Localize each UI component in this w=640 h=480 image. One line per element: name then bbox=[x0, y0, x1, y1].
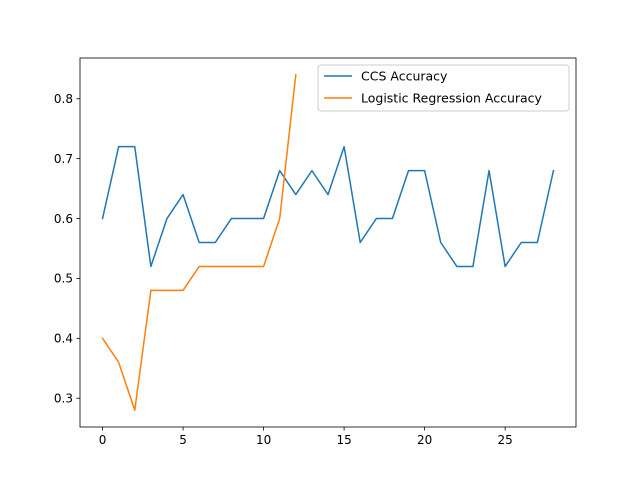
legend-label-ccs: CCS Accuracy bbox=[361, 69, 448, 84]
x-tick-label: 20 bbox=[417, 433, 432, 447]
plot-frame bbox=[79, 57, 577, 428]
x-tick-label: 15 bbox=[336, 433, 351, 447]
y-tick-label: 0.7 bbox=[54, 152, 73, 166]
x-axis-ticks: 0 5 10 15 20 25 bbox=[99, 427, 513, 447]
y-tick-label: 0.3 bbox=[54, 392, 73, 406]
series-line-ccs-accuracy bbox=[101, 145, 555, 268]
y-axis-ticks: 0.3 0.4 0.5 0.6 0.7 0.8 bbox=[54, 92, 80, 406]
axes-layer bbox=[79, 57, 577, 428]
series-layer bbox=[101, 73, 555, 411]
y-tick-label: 0.6 bbox=[54, 212, 73, 226]
legend-label-logreg: Logistic Regression Accuracy bbox=[361, 91, 543, 106]
x-tick-label: 25 bbox=[498, 433, 513, 447]
x-tick-label: 10 bbox=[256, 433, 271, 447]
series-line-logistic-regression-accuracy bbox=[101, 73, 297, 411]
x-tick-label: 0 bbox=[99, 433, 107, 447]
legend: CCS Accuracy Logistic Regression Accurac… bbox=[317, 64, 570, 112]
y-tick-label: 0.8 bbox=[54, 92, 73, 106]
plot-area bbox=[80, 58, 576, 427]
legend-box bbox=[317, 64, 570, 112]
x-tick-label: 5 bbox=[179, 433, 187, 447]
y-tick-label: 0.4 bbox=[54, 332, 73, 346]
y-tick-label: 0.5 bbox=[54, 272, 73, 286]
